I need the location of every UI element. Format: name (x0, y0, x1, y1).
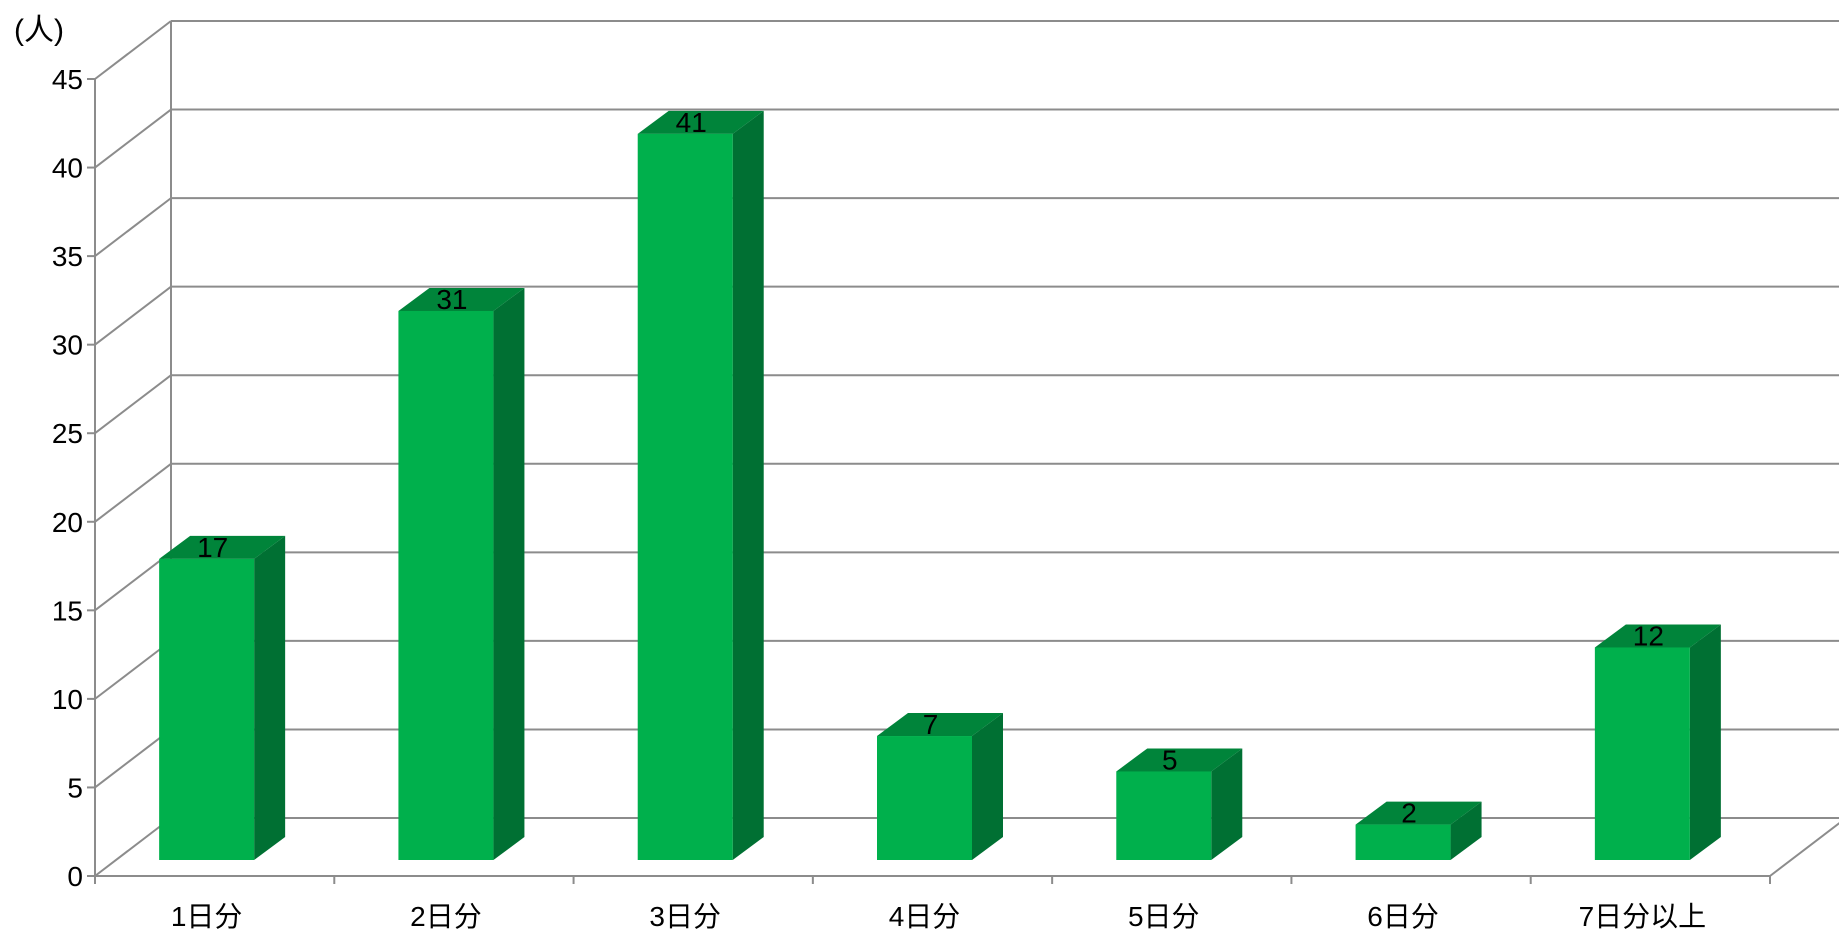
y-tick-label: 35 (52, 241, 83, 272)
bar-side (972, 713, 1003, 860)
y-unit-label: (人) (14, 14, 64, 47)
y-tick-label: 10 (52, 684, 83, 715)
y-tick-label: 20 (52, 507, 83, 538)
side-gridline (94, 108, 172, 169)
y-tick-label: 30 (52, 330, 83, 361)
x-tick-label: 2日分 (410, 901, 482, 932)
side-gridline (94, 197, 172, 257)
data-label: 41 (676, 107, 707, 138)
y-tick-label: 25 (52, 418, 83, 449)
side-gridline (94, 462, 172, 523)
bar-top (1116, 748, 1243, 772)
side-gridline (94, 285, 172, 346)
bar-top (159, 535, 286, 559)
data-label: 5 (1162, 744, 1178, 775)
bar-top (637, 110, 764, 134)
x-tick-label: 5日分 (1128, 901, 1200, 932)
data-label: 7 (923, 709, 939, 740)
side-gridline (94, 817, 172, 877)
bar (1116, 771, 1212, 860)
bar-side (732, 110, 764, 861)
bar-top (1594, 624, 1721, 648)
x-tick-label: 1日分 (171, 901, 243, 932)
bar-top (1355, 801, 1482, 825)
bars (159, 110, 1721, 861)
bar (1355, 824, 1451, 860)
data-label: 12 (1633, 620, 1664, 651)
bar-side (254, 535, 286, 860)
bar (877, 736, 972, 860)
y-tick-label: 45 (52, 64, 83, 95)
data-label: 2 (1401, 798, 1417, 829)
data-label: 17 (197, 532, 228, 563)
x-tick-label: 4日分 (889, 901, 961, 932)
side-gridline (94, 551, 172, 612)
bar-side (1211, 748, 1243, 860)
x-tick-label: 7日分以上 (1579, 901, 1707, 932)
side-gridline (94, 728, 172, 789)
data-label: 31 (436, 284, 467, 315)
bar (159, 558, 255, 860)
y-tick-label: 0 (67, 861, 83, 892)
y-tick-label: 15 (52, 595, 83, 626)
bar (637, 133, 733, 860)
x-tick-label: 3日分 (649, 901, 721, 932)
side-gridline (94, 20, 172, 80)
x-tick-label: 6日分 (1367, 901, 1439, 932)
labels: 0 5 10 15 20 25 30 35 40 45 17 1日分 31 2日分 41 3日分 7 4日分 5 5日… (52, 64, 1706, 932)
y-tick-label: 5 (67, 772, 83, 803)
floor-right-edge (1769, 822, 1839, 877)
bar (398, 310, 494, 860)
side-gridline (94, 374, 172, 435)
bar-top (398, 287, 525, 311)
bar-top (877, 713, 1003, 737)
bar-side (1450, 801, 1482, 860)
side-gridline (94, 640, 172, 700)
bar-side (1689, 624, 1721, 860)
bar-side (493, 287, 525, 860)
y-tick-label: 40 (52, 153, 83, 184)
bar (1594, 647, 1690, 860)
